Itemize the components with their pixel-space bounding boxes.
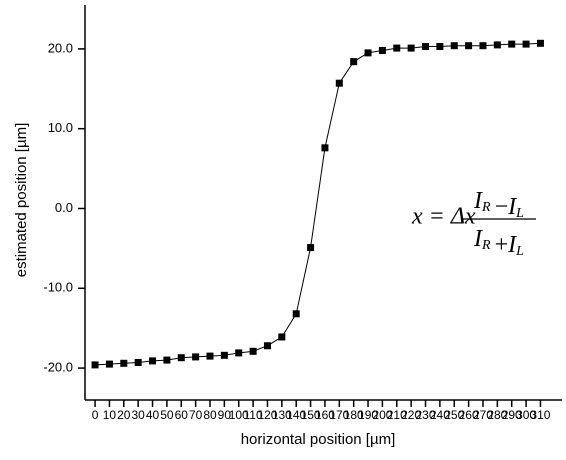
x-tick-label: 140: [286, 408, 306, 422]
marker: [522, 40, 530, 48]
marker: [450, 42, 458, 50]
marker: [350, 58, 358, 66]
subscript: R: [481, 238, 491, 253]
x-tick-label: 200: [372, 408, 392, 422]
x-tick-label: 60: [175, 408, 189, 422]
y-tick-label: 10.0: [48, 120, 73, 135]
marker: [465, 42, 473, 50]
marker: [134, 358, 142, 366]
operator: −: [495, 194, 509, 220]
equation-denominator: IR +IL: [473, 226, 524, 260]
operator: +: [495, 232, 509, 258]
x-tick-label: 240: [430, 408, 450, 422]
x-tick-label: 80: [203, 408, 217, 422]
marker: [192, 353, 200, 361]
symbol: I: [507, 232, 517, 258]
marker: [177, 354, 185, 362]
x-tick-label: 230: [415, 408, 435, 422]
y-axis-label: estimated position [µm]: [13, 123, 30, 278]
y-tick-label: 0.0: [55, 200, 73, 215]
x-tick-label: 250: [444, 408, 464, 422]
x-tick-label: 310: [530, 408, 550, 422]
marker: [378, 46, 386, 54]
marker: [206, 352, 214, 360]
marker: [436, 42, 444, 50]
marker: [321, 144, 329, 152]
marker: [335, 79, 343, 87]
x-tick-label: 180: [344, 408, 364, 422]
marker: [292, 310, 300, 318]
y-tick-label: -20.0: [43, 360, 73, 375]
x-tick-label: 220: [401, 408, 421, 422]
subscript: L: [515, 244, 524, 259]
y-tick-label: 20.0: [48, 40, 73, 55]
x-tick-label: 50: [160, 408, 174, 422]
symbol: I: [473, 188, 483, 214]
equation-lhs: x = Δx: [411, 204, 476, 230]
subscript: R: [481, 200, 491, 215]
marker: [105, 360, 113, 368]
marker: [235, 349, 243, 357]
x-tick-label: 130: [272, 408, 292, 422]
x-tick-label: 260: [459, 408, 479, 422]
marker: [263, 342, 271, 350]
marker: [364, 49, 372, 57]
marker: [163, 356, 171, 364]
x-tick-label: 290: [502, 408, 522, 422]
marker: [508, 40, 516, 48]
x-tick-label: 40: [146, 408, 160, 422]
x-tick-label: 0: [92, 408, 99, 422]
marker: [493, 41, 501, 49]
marker: [120, 359, 128, 367]
x-tick-label: 160: [315, 408, 335, 422]
subscript: L: [515, 206, 524, 221]
marker: [278, 333, 286, 341]
marker: [220, 351, 228, 359]
x-tick-label: 150: [301, 408, 321, 422]
marker: [249, 347, 257, 355]
marker: [393, 44, 401, 52]
y-tick-label: -10.0: [43, 280, 73, 295]
equation-numerator: IR −IL: [473, 188, 524, 222]
symbol: I: [507, 194, 517, 220]
x-tick-label: 270: [473, 408, 493, 422]
x-tick-label: 170: [329, 408, 349, 422]
x-tick-label: 100: [229, 408, 249, 422]
x-tick-label: 30: [131, 408, 145, 422]
x-tick-label: 110: [244, 408, 263, 422]
marker: [479, 42, 487, 50]
marker: [91, 361, 99, 369]
marker: [536, 39, 544, 47]
x-tick-label: 20: [117, 408, 131, 422]
x-tick-label: 90: [218, 408, 232, 422]
marker: [422, 42, 430, 50]
x-tick-label: 190: [358, 408, 378, 422]
symbol: I: [473, 226, 483, 252]
x-tick-label: 210: [387, 408, 407, 422]
x-tick-label: 120: [257, 408, 277, 422]
x-axis-label: horizontal position [µm]: [241, 431, 396, 448]
marker: [307, 244, 315, 252]
x-tick-label: 300: [516, 408, 536, 422]
x-tick-label: 70: [189, 408, 203, 422]
marker: [407, 44, 415, 52]
marker: [149, 357, 157, 365]
x-tick-label: 280: [487, 408, 507, 422]
x-tick-label: 10: [103, 408, 117, 422]
